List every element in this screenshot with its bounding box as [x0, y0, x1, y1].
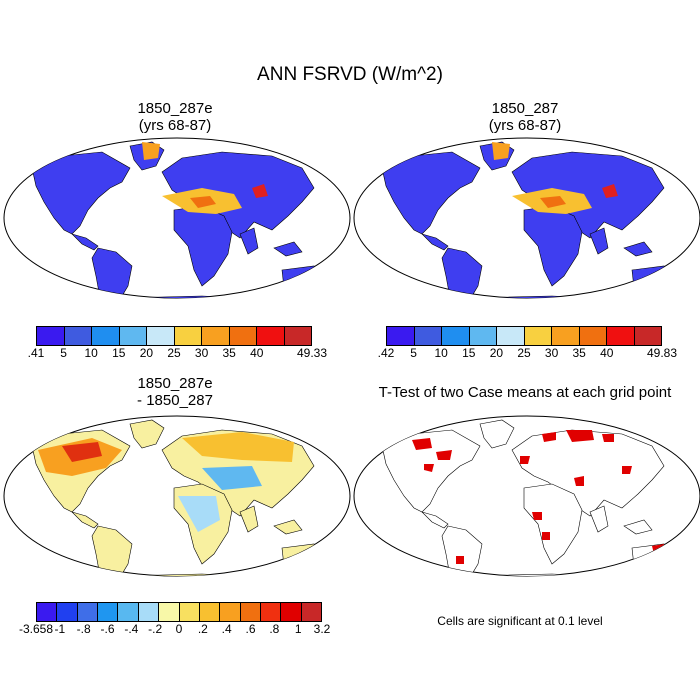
colorbar-case2-swatch — [634, 327, 661, 345]
colorbar-case1-swatch — [229, 327, 257, 345]
panel-title-ttest-line1: T-Test of two Case means at each grid po… — [378, 384, 672, 401]
colorbar-case2-swatch — [579, 327, 607, 345]
colorbar-difference — [36, 602, 322, 622]
colorbar-case2-swatch — [469, 327, 497, 345]
colorbar-case1-tick-label: 25 — [167, 346, 181, 360]
colorbar-case1-tick-label: 40 — [250, 346, 264, 360]
panel-title-case2-line2: (yrs 68-87) — [488, 117, 562, 134]
colorbar-difference-swatch — [138, 603, 160, 621]
colorbar-case2-swatch — [552, 327, 580, 345]
colorbar-case2-swatch — [442, 327, 470, 345]
colorbar-case2-swatch — [524, 327, 552, 345]
colorbar-difference-tick-label: 3.2 — [313, 622, 331, 636]
map-case2 — [353, 137, 700, 299]
colorbar-difference-tick-label: .4 — [221, 622, 232, 636]
colorbar-difference-tick-label: -.4 — [124, 622, 139, 636]
colorbar-case2-tick-label: 15 — [462, 346, 476, 360]
colorbar-difference-swatch — [220, 603, 241, 621]
colorbar-case2-tick-label: .42 — [377, 346, 395, 360]
colorbar-difference-tick-label: 0 — [175, 622, 183, 636]
colorbar-case1-swatch — [202, 327, 230, 345]
colorbar-case1-swatch — [119, 327, 147, 345]
colorbar-case2-tick-label: 5 — [410, 346, 417, 360]
panel-title-diff-line1: 1850_287e — [137, 375, 213, 392]
colorbar-case1-tick-label: 30 — [194, 346, 209, 360]
colorbar-difference-swatch — [281, 603, 302, 621]
colorbar-case2 — [386, 326, 662, 346]
colorbar-difference-swatch — [199, 603, 221, 621]
colorbar-case1-tick-label: 20 — [139, 346, 154, 360]
colorbar-case1-swatch — [64, 327, 92, 345]
colorbar-case1 — [36, 326, 312, 346]
colorbar-case2-tick-label: 25 — [517, 346, 531, 360]
colorbar-difference-swatch — [77, 603, 99, 621]
colorbar-case2-tick-label: 35 — [572, 346, 586, 360]
colorbar-case2-tick-label: 20 — [489, 346, 504, 360]
colorbar-difference-tick-label: -3.658 — [18, 622, 54, 636]
colorbar-case2-labels: .42 5 10 15 20 25 30 35 40 49.83 — [378, 346, 677, 360]
panel-title-diff: 1850_287e - 1850_287 — [60, 375, 290, 409]
map-case1 — [3, 137, 351, 299]
colorbar-difference-tick-label: .6 — [245, 622, 256, 636]
colorbar-case1-tick-label: 15 — [112, 346, 126, 360]
colorbar-case2-swatch — [607, 327, 635, 345]
colorbar-case1-swatch — [147, 327, 175, 345]
significance-note: Cells are significant at 0.1 level — [437, 614, 603, 628]
colorbar-case1-swatch — [92, 327, 120, 345]
panel-title-case1: 1850_287e (yrs 68-87) — [60, 100, 290, 134]
colorbar-case2-tick-label: 30 — [544, 346, 559, 360]
map-ttest — [353, 415, 700, 577]
colorbar-difference-tick-label: -.8 — [76, 622, 91, 636]
colorbar-case2-tick-label: 40 — [600, 346, 614, 360]
colorbar-case1-tick-label: 5 — [60, 346, 67, 360]
colorbar-case1-tick-label: 49.33 — [296, 346, 328, 360]
colorbar-difference-swatch — [179, 603, 200, 621]
colorbar-case1-swatch — [257, 327, 285, 345]
panel-title-case1-line1: 1850_287e — [137, 100, 213, 117]
figure-title: ANN FSRVD (W/m^2) — [257, 64, 443, 85]
map-difference — [3, 415, 351, 577]
colorbar-case1-tick-label: .41 — [27, 346, 45, 360]
colorbar-case2-tick-label: 10 — [434, 346, 448, 360]
panel-title-case2-line1: 1850_287 — [491, 100, 559, 117]
colorbar-case1-swatch — [174, 327, 202, 345]
panel-title-diff-line2: - 1850_287 — [137, 392, 213, 409]
colorbar-difference-swatch — [301, 603, 322, 621]
colorbar-difference-tick-label: 1 — [294, 622, 302, 636]
colorbar-case1-swatch — [37, 327, 65, 345]
colorbar-case1-tick-label: 35 — [222, 346, 236, 360]
colorbar-case2-swatch — [387, 327, 415, 345]
colorbar-case2-tick-label: 49.83 — [646, 346, 678, 360]
colorbar-difference-tick-label: .2 — [197, 622, 208, 636]
colorbar-difference-swatch — [240, 603, 261, 621]
colorbar-difference-tick-label: -.2 — [148, 622, 163, 636]
colorbar-difference-swatch — [98, 603, 119, 621]
colorbar-difference-swatch — [260, 603, 282, 621]
panel-title-case2: 1850_287 (yrs 68-87) — [410, 100, 640, 134]
panel-title-case1-line2: (yrs 68-87) — [138, 117, 212, 134]
colorbar-difference-swatch — [37, 603, 58, 621]
colorbar-difference-labels: -3.658 -1 -.8 -.6 -.4 -.2 0 .2 .4 .6 .8 1 3.2 — [19, 622, 330, 636]
colorbar-difference-swatch — [57, 603, 78, 621]
colorbar-case1-tick-label: 10 — [84, 346, 98, 360]
colorbar-case1-labels: .41 5 10 15 20 25 30 35 40 49.33 — [28, 346, 327, 360]
colorbar-difference-tick-label: -.6 — [100, 622, 115, 636]
colorbar-difference-swatch — [118, 603, 139, 621]
colorbar-difference-swatch — [159, 603, 180, 621]
colorbar-difference-tick-label: -1 — [54, 622, 66, 636]
panel-title-ttest: T-Test of two Case means at each grid po… — [350, 384, 700, 401]
colorbar-case2-swatch — [414, 327, 442, 345]
colorbar-case2-swatch — [497, 327, 525, 345]
colorbar-difference-tick-label: .8 — [269, 622, 280, 636]
colorbar-case1-swatch — [284, 327, 311, 345]
